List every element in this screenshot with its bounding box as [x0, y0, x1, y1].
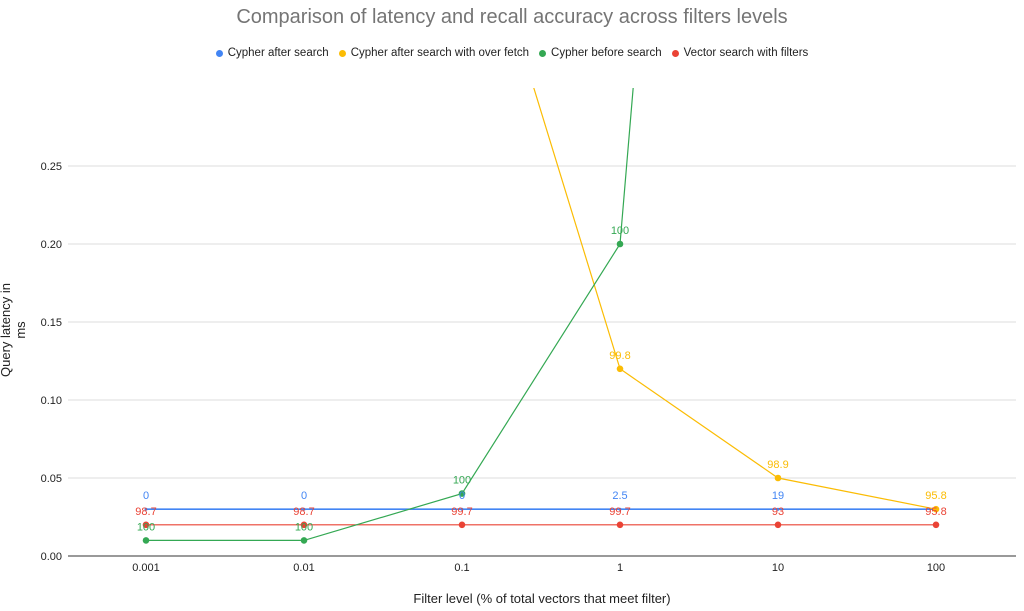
- legend: Cypher after search Cypher after search …: [0, 47, 1024, 59]
- legend-label: Cypher after search with over fetch: [350, 47, 530, 59]
- legend-item: Cypher after search with over fetch: [338, 47, 530, 59]
- data-point: [302, 507, 306, 511]
- legend-item: Cypher before search: [539, 47, 662, 59]
- data-point: [458, 521, 466, 529]
- series-line: [146, 88, 634, 541]
- x-tick-label: 10: [772, 562, 784, 574]
- legend-marker: [671, 49, 679, 57]
- data-label: 2.5: [612, 490, 627, 502]
- data-point: [458, 490, 466, 497]
- data-point: [142, 521, 150, 529]
- data-label: 19: [772, 490, 784, 502]
- legend-label: Vector search with filters: [683, 47, 809, 59]
- y-tick-label: 0.20: [41, 239, 62, 251]
- x-tick-label: 1: [617, 562, 623, 574]
- data-label: 0: [301, 490, 307, 502]
- data-point: [776, 507, 780, 511]
- legend-label: Cypher before search: [551, 47, 662, 59]
- data-label: 93: [772, 506, 784, 518]
- x-tick-label: 100: [927, 562, 945, 574]
- chart-title: Comparison of latency and recall accurac…: [236, 6, 788, 28]
- data-label: 100: [295, 521, 313, 533]
- data-label: 95.8: [925, 490, 946, 502]
- data-label: 100: [137, 521, 155, 533]
- data-point: [142, 537, 150, 544]
- x-tick-label: 0.01: [293, 562, 314, 574]
- data-point: [300, 537, 308, 544]
- data-label: 99.8: [609, 350, 630, 362]
- y-tick-label: 0.25: [41, 161, 62, 173]
- data-label: 100: [611, 225, 629, 237]
- data-point: [618, 507, 622, 511]
- data-label: 99.7: [451, 506, 472, 518]
- data-label: 99.7: [609, 506, 630, 518]
- data-point: [774, 474, 782, 482]
- x-axis-label: Filter level (% of total vectors that me…: [413, 591, 671, 606]
- data-point: [616, 240, 624, 248]
- data-point: [460, 507, 464, 511]
- data-label: 0: [459, 490, 465, 502]
- y-tick-label: 0.00: [41, 551, 62, 563]
- legend-item: Vector search with filters: [671, 47, 809, 59]
- data-point: [300, 521, 308, 529]
- legend-item: Cypher after search: [215, 47, 329, 59]
- y-tick-label: 0.10: [41, 395, 62, 407]
- data-point: [616, 521, 624, 529]
- legend-label: Cypher after search: [227, 47, 329, 59]
- data-point: [932, 521, 940, 529]
- data-point: [774, 521, 782, 529]
- data-label: 98.9: [767, 459, 788, 471]
- data-label: 98.7: [135, 506, 156, 518]
- data-label: 95.8: [925, 506, 946, 518]
- series-group: [142, 88, 940, 544]
- series-line: [533, 88, 937, 510]
- data-point: [932, 505, 940, 513]
- y-tick-label: 0.15: [41, 317, 62, 329]
- x-tick-label: 0.1: [454, 562, 469, 574]
- data-point: [616, 365, 624, 373]
- legend-marker: [539, 49, 547, 57]
- data-point: [144, 507, 148, 511]
- y-tick-label: 0.05: [41, 473, 62, 485]
- data-label: 100: [453, 475, 471, 487]
- legend-marker: [338, 49, 346, 57]
- data-label: 98.7: [293, 506, 314, 518]
- legend-marker: [215, 49, 223, 57]
- x-tick-label: 0.001: [132, 562, 160, 574]
- data-label: 0: [143, 490, 149, 502]
